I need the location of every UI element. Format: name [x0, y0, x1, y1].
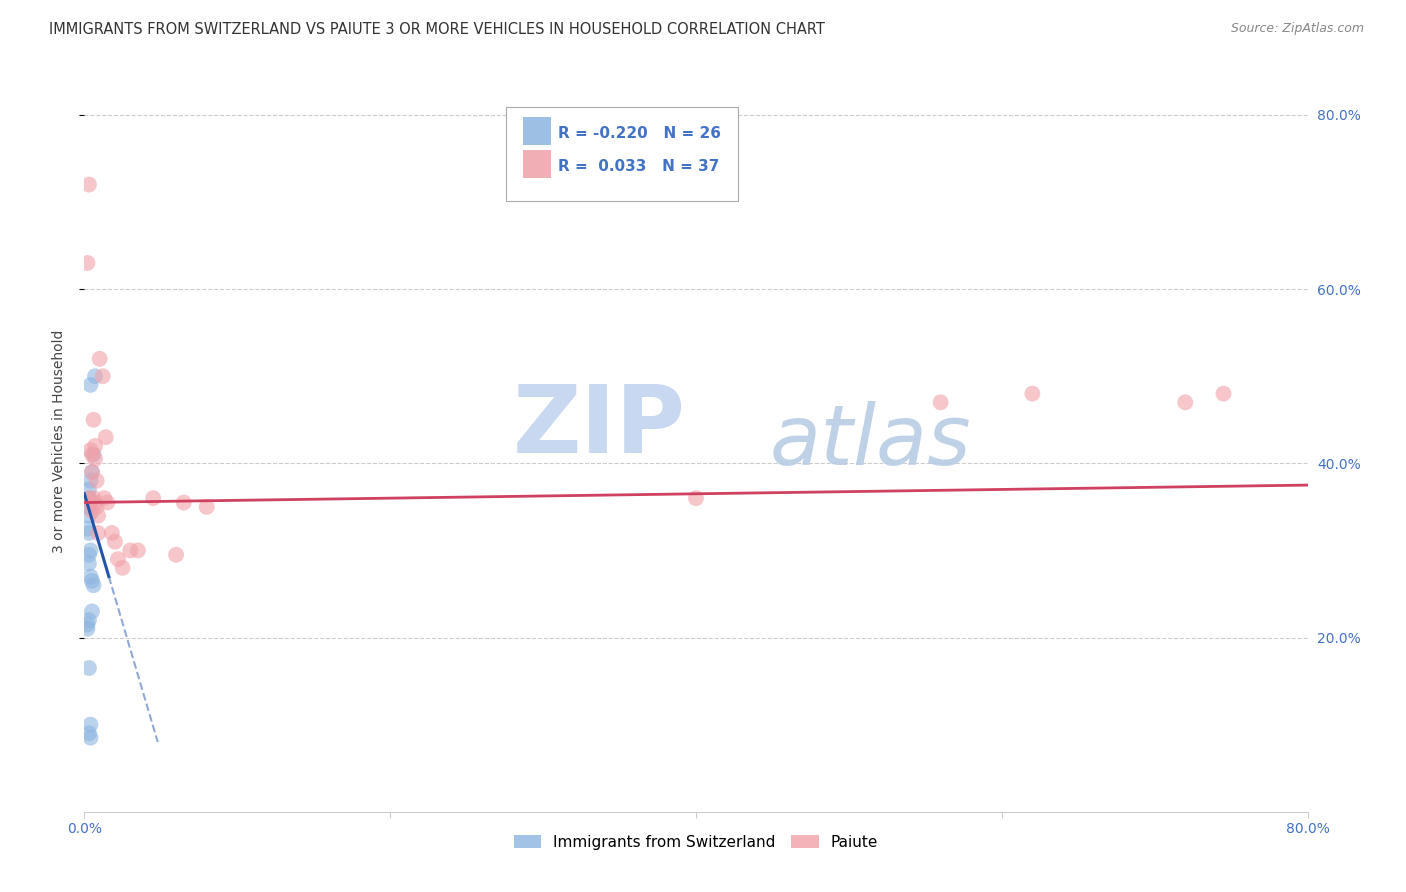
- Y-axis label: 3 or more Vehicles in Household: 3 or more Vehicles in Household: [52, 330, 66, 553]
- Point: [1212, 386, 1234, 401]
- Point: [80, 465, 103, 479]
- Point: [80, 604, 103, 618]
- Point: [84, 495, 107, 509]
- Point: [86, 500, 108, 514]
- Point: [84, 439, 107, 453]
- Text: ZIP: ZIP: [513, 381, 685, 473]
- Point: [107, 552, 129, 566]
- Point: [77, 557, 100, 571]
- Point: [91, 369, 114, 384]
- Point: [79, 731, 101, 745]
- Text: atlas: atlas: [769, 401, 972, 482]
- Point: [76, 622, 98, 636]
- Text: R =  0.033   N = 37: R = 0.033 N = 37: [558, 160, 720, 174]
- Point: [76, 522, 98, 536]
- Point: [83, 448, 105, 462]
- Point: [84, 452, 107, 467]
- Point: [104, 534, 127, 549]
- Point: [1174, 395, 1197, 409]
- Point: [195, 500, 218, 514]
- Point: [101, 526, 124, 541]
- Point: [86, 474, 108, 488]
- Point: [77, 661, 100, 675]
- Point: [173, 495, 195, 509]
- Point: [77, 491, 100, 505]
- Point: [80, 448, 103, 462]
- Point: [929, 395, 952, 409]
- Point: [94, 430, 117, 444]
- Point: [120, 543, 142, 558]
- Point: [96, 495, 118, 509]
- Point: [84, 369, 107, 384]
- Point: [80, 504, 103, 518]
- Text: R = -0.220   N = 26: R = -0.220 N = 26: [558, 127, 721, 141]
- Point: [79, 495, 101, 509]
- Point: [76, 256, 98, 270]
- Point: [77, 491, 100, 505]
- Point: [76, 617, 98, 632]
- Point: [127, 543, 149, 558]
- Point: [111, 561, 134, 575]
- Point: [79, 543, 101, 558]
- Point: [83, 578, 105, 592]
- Point: [87, 526, 110, 541]
- Point: [79, 443, 101, 458]
- Point: [79, 378, 101, 392]
- Point: [77, 548, 100, 562]
- Point: [79, 569, 101, 583]
- Text: IMMIGRANTS FROM SWITZERLAND VS PAIUTE 3 OR MORE VEHICLES IN HOUSEHOLD CORRELATIO: IMMIGRANTS FROM SWITZERLAND VS PAIUTE 3 …: [49, 22, 825, 37]
- Point: [77, 613, 100, 627]
- Point: [79, 717, 101, 731]
- Point: [77, 483, 100, 497]
- Point: [77, 178, 100, 192]
- Point: [80, 574, 103, 588]
- Point: [79, 474, 101, 488]
- Point: [165, 548, 187, 562]
- Point: [79, 495, 101, 509]
- Point: [83, 491, 105, 505]
- Point: [76, 500, 98, 514]
- Point: [142, 491, 165, 505]
- Point: [1021, 386, 1043, 401]
- Point: [80, 465, 103, 479]
- Legend: Immigrants from Switzerland, Paiute: Immigrants from Switzerland, Paiute: [508, 829, 884, 856]
- Point: [77, 526, 100, 541]
- Point: [77, 726, 100, 740]
- Point: [89, 351, 111, 366]
- Point: [83, 413, 105, 427]
- Point: [685, 491, 707, 505]
- Point: [87, 508, 110, 523]
- Point: [77, 508, 100, 523]
- Text: Source: ZipAtlas.com: Source: ZipAtlas.com: [1230, 22, 1364, 36]
- Point: [93, 491, 115, 505]
